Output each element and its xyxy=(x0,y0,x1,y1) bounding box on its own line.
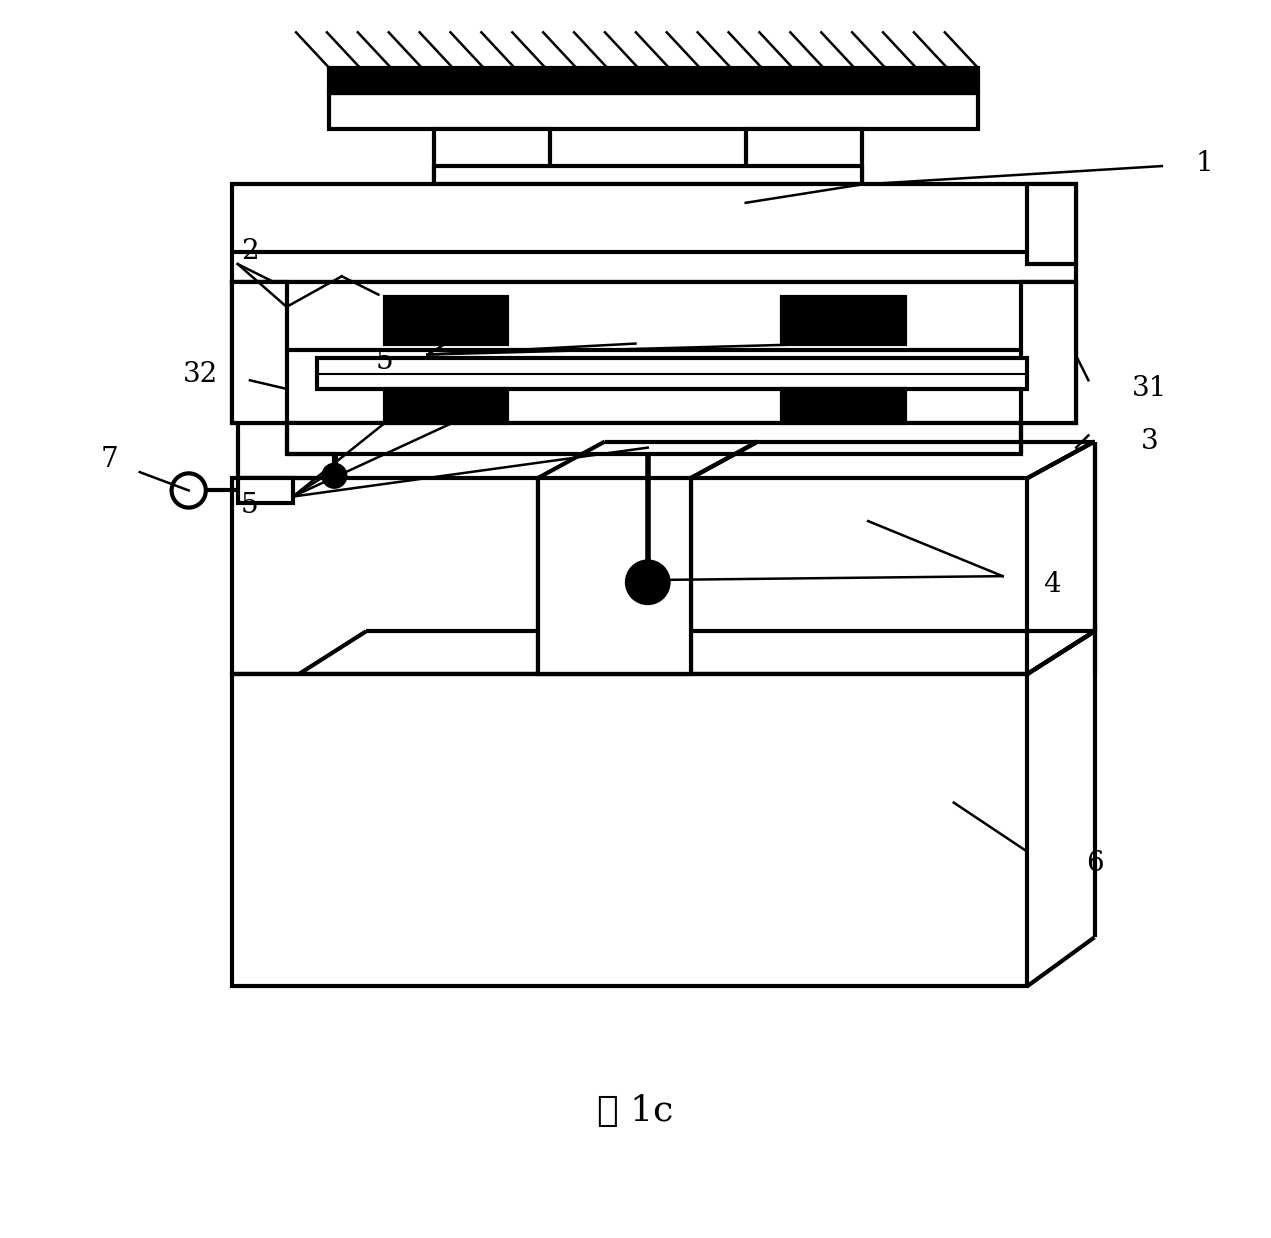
Bar xyxy=(231,282,287,423)
Circle shape xyxy=(627,562,669,603)
Bar xyxy=(287,423,1021,454)
Text: 4: 4 xyxy=(1043,571,1060,598)
Bar xyxy=(329,93,979,129)
Text: 5: 5 xyxy=(241,491,259,519)
Text: 图 1c: 图 1c xyxy=(597,1094,674,1128)
Bar xyxy=(538,478,690,673)
Text: 5: 5 xyxy=(376,348,393,375)
Bar xyxy=(231,673,1027,987)
Text: 2: 2 xyxy=(241,238,259,265)
Bar xyxy=(231,282,1077,423)
Bar xyxy=(238,478,292,503)
Text: 6: 6 xyxy=(1085,851,1103,878)
Bar xyxy=(231,478,538,673)
Text: 31: 31 xyxy=(1132,375,1167,402)
Text: 7: 7 xyxy=(100,447,118,473)
Text: 3: 3 xyxy=(1141,428,1158,456)
Bar xyxy=(746,129,862,203)
Bar xyxy=(231,184,1077,282)
Bar xyxy=(1027,184,1077,264)
Bar xyxy=(329,68,979,93)
Bar xyxy=(433,129,550,203)
Text: 32: 32 xyxy=(183,360,219,387)
Bar xyxy=(318,358,1027,389)
Bar xyxy=(783,297,905,344)
Bar xyxy=(385,297,507,344)
Bar xyxy=(690,478,1027,673)
Bar xyxy=(433,166,862,184)
Bar xyxy=(1021,282,1077,423)
Circle shape xyxy=(323,464,346,487)
Bar xyxy=(385,389,507,423)
Text: 1: 1 xyxy=(1196,150,1214,177)
Bar xyxy=(783,389,905,423)
